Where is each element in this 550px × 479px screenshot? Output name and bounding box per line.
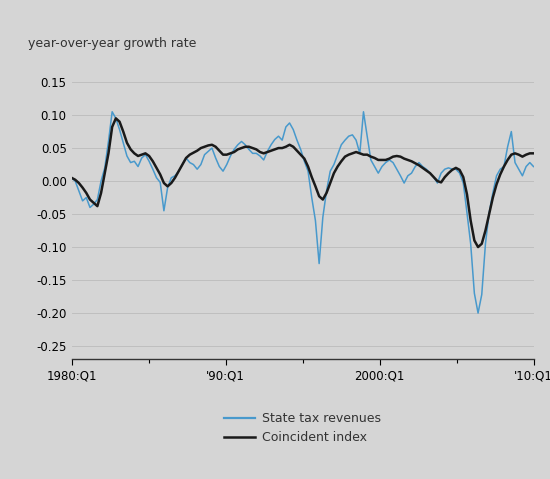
Coincident index: [345, 152, 352, 158]
State tax revenues: [345, 133, 352, 139]
State tax revenues: [530, 164, 537, 170]
Coincident index: [475, 244, 481, 250]
State tax revenues: [98, 178, 104, 184]
Line: State tax revenues: State tax revenues: [72, 112, 534, 313]
Coincident index: [530, 150, 537, 156]
State tax revenues: [378, 164, 385, 170]
Coincident index: [98, 190, 104, 196]
State tax revenues: [290, 127, 296, 133]
Coincident index: [190, 150, 197, 156]
State tax revenues: [190, 162, 197, 168]
Text: year-over-year growth rate: year-over-year growth rate: [28, 37, 196, 50]
Coincident index: [290, 144, 296, 149]
State tax revenues: [68, 175, 75, 181]
Coincident index: [378, 157, 385, 163]
State tax revenues: [475, 310, 481, 316]
Line: Coincident index: Coincident index: [72, 118, 534, 247]
State tax revenues: [109, 109, 116, 114]
Legend: State tax revenues, Coincident index: State tax revenues, Coincident index: [219, 407, 386, 449]
State tax revenues: [356, 150, 363, 156]
Coincident index: [68, 175, 75, 181]
Coincident index: [356, 150, 363, 156]
Coincident index: [113, 115, 119, 121]
